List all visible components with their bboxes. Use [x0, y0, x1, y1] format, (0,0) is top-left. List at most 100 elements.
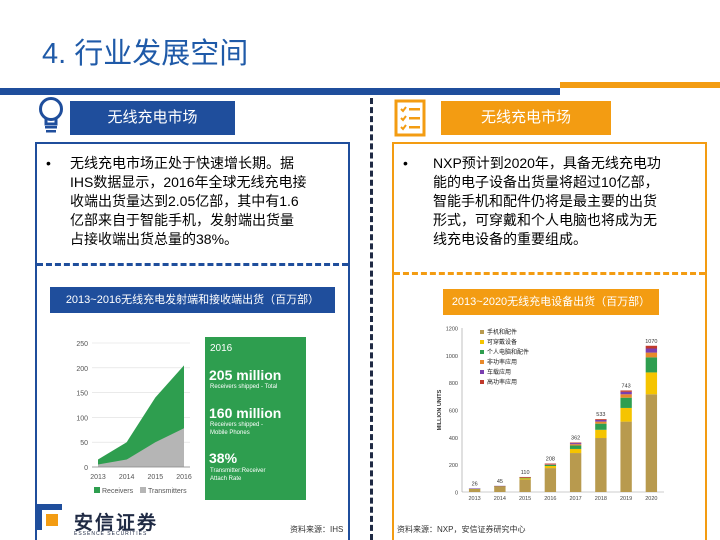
left-area-chart: 0 50 100 150 200 250 2013 2014 2015 2016 Receivers… [76, 341, 192, 495]
bar-legend-swatch [480, 350, 484, 354]
bar-legend-label: 高功率应用 [487, 378, 517, 386]
bar-total-label: 110 [521, 470, 530, 476]
bar-segment [620, 394, 632, 398]
bar-segment [620, 421, 632, 492]
center-divider [370, 98, 373, 540]
bar-legend-swatch [480, 340, 484, 344]
company-logo-subtitle: ESSENCE SECURITIES [74, 531, 148, 537]
area-y-tick-label: 150 [76, 391, 88, 398]
bar-legend-swatch [480, 370, 484, 374]
right-bullet-line: 智能手机和配件仍将是最主要的出货 [433, 193, 657, 209]
bar-legend-label: 手机和配件 [487, 328, 517, 336]
bar-segment [620, 391, 632, 395]
bar-segment [569, 448, 582, 454]
company-logo-name: 安信证券 [74, 513, 159, 534]
lightbulb-icon [39, 97, 63, 133]
left-inner-divider [37, 263, 348, 266]
bar-x-tick-label: 2015 [519, 496, 531, 502]
bar-y-tick-label: 600 [449, 409, 458, 415]
bar-total-label: 533 [596, 412, 605, 418]
bar-total-label: 1070 [645, 339, 657, 345]
right-chart-title: 2013~2020无线充电设备出货（百万部） [443, 289, 659, 315]
bar-segment [569, 444, 582, 446]
area-x-tick-label: 2016 [176, 474, 192, 481]
bar-y-tick-label: 0 [455, 491, 458, 497]
right-source: 资料来源：NXP，安信证券研究中心 [397, 525, 526, 534]
bar-segment [519, 477, 531, 478]
bar-segment [519, 477, 531, 479]
left-section-header: 无线充电市场 [70, 101, 235, 135]
left-bullet-line: 亿部来自于智能手机，发射端出货量 [70, 212, 294, 228]
bar-x-tick-label: 2014 [494, 496, 506, 502]
bar-segment [595, 423, 607, 430]
bar-legend-swatch [480, 360, 484, 364]
bar-segment [620, 397, 632, 408]
bar-segment [595, 421, 607, 424]
area-x-tick-label: 2015 [148, 474, 164, 481]
stats-attach-rate-label-2: Attach Rate [210, 476, 242, 482]
left-bullet-text: 无线充电市场正处于快速增长期。据 IHS数据显示，2016年全球无线充电接 收端… [70, 154, 345, 249]
bar-segment [645, 352, 658, 358]
area-y-tick-label: 50 [80, 440, 88, 447]
bar-segment [468, 488, 481, 492]
stats-receivers-total: 205 million [209, 367, 282, 383]
right-bar-chart: 0 200 400 600 800 1000 1200 MILLION UNITS 26 2013… [437, 327, 664, 502]
title-underline-orange [560, 82, 720, 88]
bar-segment [645, 345, 658, 349]
bar-segment [519, 478, 531, 480]
bar-segment [620, 390, 632, 392]
bar-legend-swatch [480, 330, 484, 334]
bar-segment [494, 486, 506, 487]
page-title: 4. 行业发展空间 [42, 38, 249, 70]
right-bullet-dot: • [403, 155, 408, 171]
area-x-tick-label: 2013 [90, 474, 106, 481]
bar-segment [645, 348, 658, 353]
left-bullet-line: IHS数据显示，2016年全球无线充电接 [70, 174, 307, 190]
bar-segment [519, 476, 531, 478]
bar-x-tick-label: 2020 [645, 496, 657, 502]
bar-segment [544, 464, 557, 467]
bar-segment [569, 442, 582, 444]
right-inner-divider [394, 272, 705, 275]
left-bullet-line: 收端出货量达到2.05亿部，其中有1.6 [70, 193, 299, 209]
bar-segment [595, 438, 607, 492]
bar-legend-label: 个人电脑和配件 [487, 348, 529, 356]
bar-segment [544, 464, 557, 465]
area-y-tick-label: 200 [76, 366, 88, 373]
area-legend-label: Transmitters [148, 488, 187, 495]
left-bullet-line: 占接收端出货总量的38%。 [70, 231, 239, 247]
area-series-transmitters [98, 428, 184, 467]
bar-total-label: 362 [571, 436, 580, 442]
bar-legend-swatch [480, 380, 484, 384]
bar-legend-label: 车载应用 [487, 368, 511, 376]
bar-x-tick-label: 2016 [544, 496, 556, 502]
bar-segment [544, 466, 557, 469]
bar-total-label: 743 [622, 383, 631, 389]
checklist-icon [394, 99, 426, 137]
right-bullet-line: NXP预计到2020年，具备无线充电功 [433, 155, 661, 171]
bar-y-tick-label: 200 [449, 463, 458, 469]
left-chart-title: 2013~2016无线充电发射端和接收端出货（百万部） [50, 287, 335, 313]
stats-receivers-mobile: 160 million [209, 405, 282, 421]
stats-attach-rate: 38% [209, 450, 238, 466]
bar-segment [544, 463, 557, 465]
area-y-tick-label: 0 [84, 465, 88, 472]
bar-segment [620, 407, 632, 422]
bar-total-label: 208 [546, 457, 555, 463]
stats-receivers-total-label: Receivers shipped - Total [210, 384, 278, 390]
bar-segment [645, 357, 658, 373]
bar-segment [494, 486, 506, 492]
bar-segment [519, 479, 531, 492]
bar-total-label: 45 [497, 479, 503, 485]
bar-legend-label: 可穿戴设备 [487, 338, 517, 346]
bar-y-tick-label: 1200 [446, 327, 458, 333]
right-bullet-line: 形式，可穿戴和个人电脑也将成为无 [433, 212, 657, 228]
company-logo-icon [36, 504, 68, 532]
bar-x-tick-label: 2017 [570, 496, 582, 502]
area-x-tick-label: 2014 [119, 474, 135, 481]
right-section-header: 无线充电市场 [441, 101, 611, 135]
bar-x-tick-label: 2013 [469, 496, 481, 502]
bar-segment [595, 419, 607, 422]
bar-total-label: 26 [472, 481, 478, 487]
bar-segment [595, 419, 607, 420]
